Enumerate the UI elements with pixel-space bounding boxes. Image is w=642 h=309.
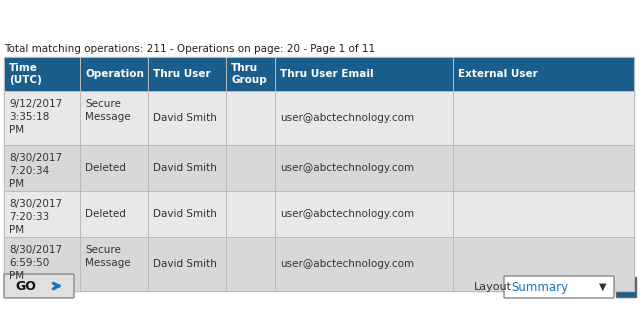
Text: 8/30/2017
7:20:34
PM: 8/30/2017 7:20:34 PM [9,153,62,188]
Bar [148,91,226,145]
Bar [4,57,80,91]
Bar [453,237,634,291]
Bar [275,237,453,291]
Bar [226,57,275,91]
Text: Thru User: Thru User [153,69,211,79]
Bar [80,57,148,91]
Text: David Smith: David Smith [153,163,217,173]
Bar [4,91,80,145]
Bar [4,57,634,291]
Text: GO: GO [15,280,36,293]
Text: Deleted: Deleted [85,163,126,173]
Bar [275,191,453,237]
Bar [453,145,634,191]
Bar [80,191,148,237]
Bar [4,191,80,237]
Bar [226,91,275,145]
Text: 8/30/2017
7:20:33
PM: 8/30/2017 7:20:33 PM [9,199,62,235]
Text: David Smith: David Smith [153,209,217,219]
FancyBboxPatch shape [504,276,614,298]
Text: ▼: ▼ [599,282,607,292]
Bar [453,57,634,91]
Bar [226,237,275,291]
Bar [453,191,634,237]
Text: 8/30/2017
6:59:50
PM: 8/30/2017 6:59:50 PM [9,245,62,281]
Text: Time
(UTC): Time (UTC) [9,63,42,85]
Text: Secure
Message: Secure Message [85,245,130,268]
Text: Summary: Summary [511,281,568,294]
Text: user@abctechnology.com: user@abctechnology.com [280,113,414,123]
FancyBboxPatch shape [4,274,74,298]
Text: David Smith: David Smith [153,113,217,123]
Bar [148,57,226,91]
Text: Secure
Message: Secure Message [85,99,130,122]
Text: Operation: Operation [85,69,144,79]
Bar [616,277,636,297]
Text: Total matching operations: 211 - Operations on page: 20 - Page 1 of 11: Total matching operations: 211 - Operati… [4,44,375,54]
Text: David Smith: David Smith [153,259,217,269]
Text: Deleted: Deleted [85,209,126,219]
Bar [148,191,226,237]
Bar [148,237,226,291]
Bar [80,145,148,191]
Bar [4,145,80,191]
Text: user@abctechnology.com: user@abctechnology.com [280,163,414,173]
Bar [453,91,634,145]
Text: Thru
Group: Thru Group [231,63,266,85]
Bar [148,145,226,191]
Bar [226,145,275,191]
Bar [80,237,148,291]
Text: Thru User Email: Thru User Email [280,69,374,79]
Bar [275,57,453,91]
Text: user@abctechnology.com: user@abctechnology.com [280,209,414,219]
Text: 9/12/2017
3:35:18
PM: 9/12/2017 3:35:18 PM [9,99,62,135]
Bar [226,191,275,237]
Text: External User: External User [458,69,538,79]
Bar [275,145,453,191]
Bar [80,91,148,145]
Text: Layout: Layout [474,282,512,292]
Bar [275,91,453,145]
Bar [4,237,80,291]
Text: user@abctechnology.com: user@abctechnology.com [280,259,414,269]
